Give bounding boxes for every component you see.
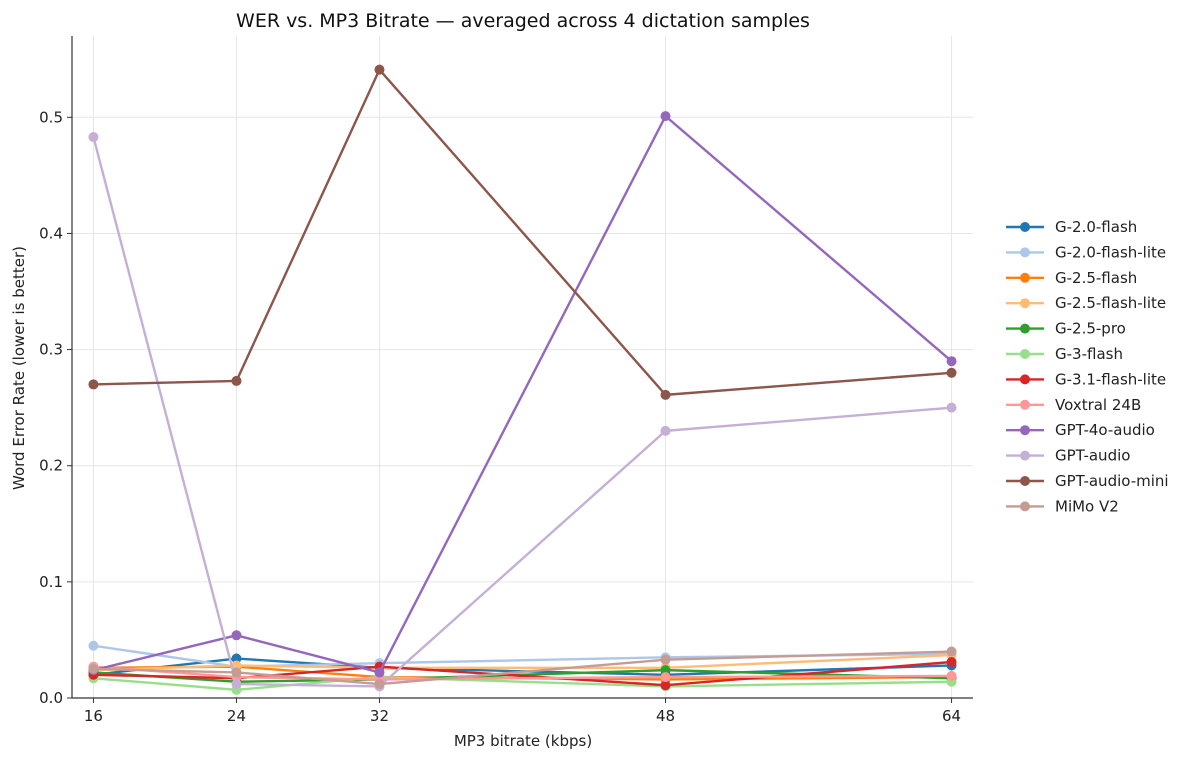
legend-swatch-marker <box>1020 222 1030 232</box>
legend-entry: G-2.5-flash-lite <box>1006 294 1166 312</box>
x-tick-label: 48 <box>656 707 675 725</box>
legend-entry: G-3.1-flash-lite <box>1006 370 1166 388</box>
data-point <box>946 367 957 378</box>
data-point <box>374 679 385 690</box>
data-point <box>660 680 671 691</box>
legend-swatch-marker <box>1020 298 1030 309</box>
series-mimo-v2 <box>88 646 957 690</box>
data-point <box>946 646 957 657</box>
legend-swatch-marker <box>1020 476 1030 486</box>
axes <box>71 36 973 699</box>
legend-label: MiMo V2 <box>1055 497 1119 515</box>
y-tick-label: 0.2 <box>39 457 63 475</box>
legend-swatch-marker <box>1020 450 1030 461</box>
legend-label: G-2.5-pro <box>1055 320 1126 338</box>
legend-label: GPT-audio <box>1055 447 1130 465</box>
data-point <box>660 654 671 665</box>
y-tick-label: 0.3 <box>39 341 63 359</box>
legend-entry: GPT-audio <box>1006 447 1130 465</box>
chart-title: WER vs. MP3 Bitrate — averaged across 4 … <box>236 10 810 32</box>
series-gpt-4o-audio <box>88 111 957 678</box>
data-point <box>231 630 242 641</box>
data-point <box>660 665 671 676</box>
legend-entry: G-2.5-pro <box>1006 320 1126 338</box>
data-point <box>374 64 385 75</box>
data-point <box>374 667 385 678</box>
data-point <box>660 389 671 400</box>
data-point <box>231 660 242 671</box>
y-tick-label: 0.0 <box>39 689 63 707</box>
legend-swatch-marker <box>1020 425 1030 436</box>
legend-label: G-2.5-flash <box>1055 269 1137 287</box>
data-point <box>946 656 957 667</box>
legend-entry: Voxtral 24B <box>1006 396 1141 414</box>
legend-label: Voxtral 24B <box>1055 396 1141 414</box>
grid <box>72 36 973 699</box>
series-gpt-audio-mini <box>88 64 957 400</box>
legend-label: GPT-audio-mini <box>1055 472 1169 490</box>
data-point <box>660 111 671 122</box>
data-point <box>946 356 957 367</box>
data-point <box>231 667 242 678</box>
legend-entry: GPT-audio-mini <box>1006 472 1169 490</box>
legend-entry: G-3-flash <box>1006 345 1123 363</box>
legend-entry: G-2.0-flash <box>1006 218 1137 236</box>
data-point <box>946 402 957 413</box>
y-tick-label: 0.4 <box>39 224 63 242</box>
legend-label: G-3.1-flash-lite <box>1055 370 1166 388</box>
legend-label: G-2.5-flash-lite <box>1055 294 1166 312</box>
legend-swatch-marker <box>1020 349 1030 359</box>
y-axis-label: Word Error Rate (lower is better) <box>10 246 28 490</box>
data-point <box>88 379 99 390</box>
y-ticks: 0.0 0.1 0.2 0.3 0.4 0.5 <box>39 108 72 707</box>
data-point <box>88 640 99 651</box>
plot-series <box>88 64 957 695</box>
x-tick-label: 24 <box>227 707 246 725</box>
data-point <box>946 670 957 681</box>
data-point <box>231 679 242 690</box>
legend-swatch-marker <box>1020 501 1030 512</box>
data-point <box>660 672 671 683</box>
legend-entry: G-2.0-flash-lite <box>1006 243 1166 261</box>
legend-entry: MiMo V2 <box>1006 497 1119 515</box>
series-line <box>92 68 953 397</box>
data-point <box>88 132 99 143</box>
legend-swatch-marker <box>1020 272 1030 283</box>
legend-swatch-marker <box>1020 323 1030 334</box>
data-point <box>231 653 242 664</box>
y-tick-label: 0.1 <box>39 573 63 591</box>
y-tick-label: 0.5 <box>39 108 63 126</box>
legend-label: G-2.0-flash-lite <box>1055 243 1166 261</box>
x-ticks: 16 24 32 48 64 <box>84 698 961 725</box>
legend-label: GPT-4o-audio <box>1055 421 1155 439</box>
legend: G-2.0-flash G-2.0-flash-lite G-2.5-flash G-… <box>1006 218 1169 515</box>
series-line <box>92 135 953 688</box>
x-tick-label: 16 <box>84 707 103 725</box>
series-gpt-audio <box>88 132 957 692</box>
legend-label: G-2.0-flash <box>1055 218 1137 236</box>
legend-label: G-3-flash <box>1055 345 1123 363</box>
data-point <box>231 375 242 386</box>
legend-swatch-marker <box>1020 247 1030 258</box>
data-point <box>660 425 671 436</box>
legend-entry: GPT-4o-audio <box>1006 421 1155 439</box>
x-axis-label: MP3 bitrate (kbps) <box>454 732 592 750</box>
legend-swatch-marker <box>1020 399 1030 410</box>
legend-entry: G-2.5-flash <box>1006 269 1137 287</box>
x-tick-label: 32 <box>370 707 389 725</box>
data-point <box>88 663 99 674</box>
legend-swatch-marker <box>1020 374 1030 385</box>
x-tick-label: 64 <box>942 707 961 725</box>
series-line <box>92 114 953 674</box>
